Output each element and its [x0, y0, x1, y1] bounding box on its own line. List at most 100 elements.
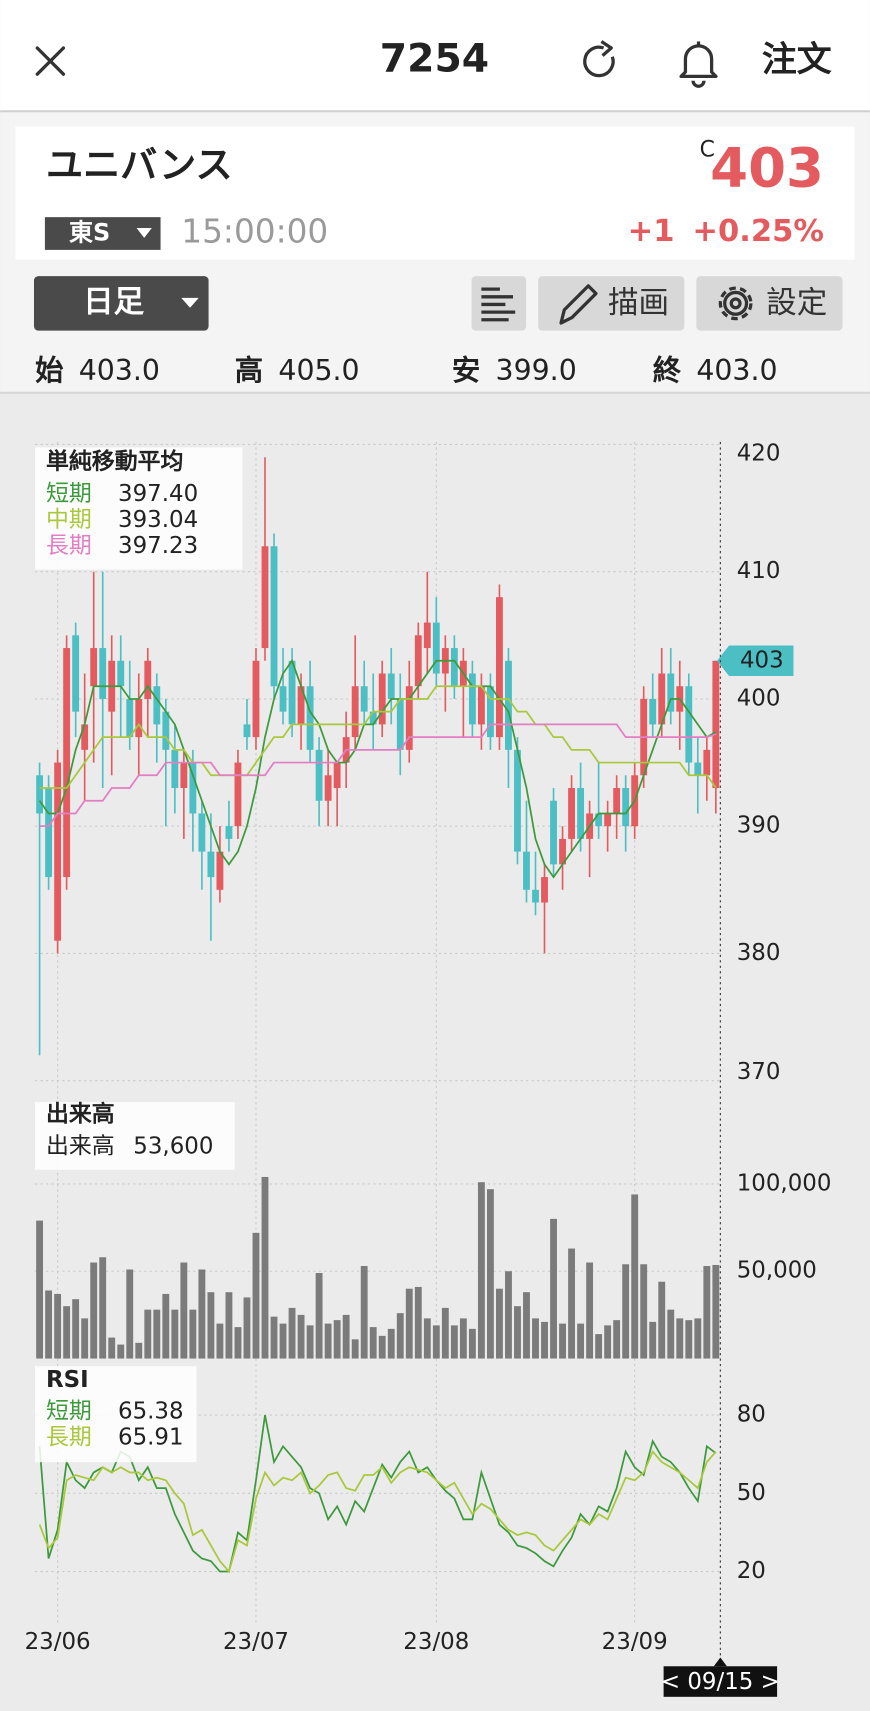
volume-bar — [279, 1323, 287, 1359]
series-line — [38, 1414, 717, 1573]
price-tag-label: 403 — [740, 647, 784, 673]
candle-body — [54, 762, 62, 941]
volume-bar — [72, 1299, 80, 1359]
volume-bar — [360, 1266, 368, 1359]
quote-time: 15:00:00 — [181, 213, 328, 251]
volume-bar — [81, 1318, 89, 1359]
candle-body — [550, 800, 557, 865]
candle-body — [189, 762, 197, 814]
volume-bar — [180, 1262, 188, 1359]
candle-body — [243, 724, 251, 738]
candle-body — [568, 788, 575, 839]
candle-body — [369, 711, 377, 725]
volume-bar — [324, 1323, 332, 1359]
candle-body — [279, 686, 287, 712]
legend-name: 短期 — [46, 1399, 92, 1425]
volume-bar — [396, 1313, 404, 1359]
candle-body — [288, 660, 296, 725]
y-tick-label: 20 — [737, 1558, 766, 1584]
x-tick-label: 23/06 — [25, 1629, 91, 1655]
legend-box — [35, 1102, 235, 1170]
cursor-label: < 09/15 > — [661, 1669, 780, 1695]
x-tick-label: 23/07 — [223, 1629, 289, 1655]
volume-bar — [63, 1306, 71, 1359]
candle-body — [559, 838, 566, 865]
cursor-pointer — [713, 1657, 727, 1667]
volume-bar — [649, 1321, 657, 1359]
volume-bar — [288, 1307, 296, 1359]
volume-bar — [252, 1232, 260, 1359]
candle-body — [622, 788, 630, 827]
order-button[interactable]: 注文 — [762, 40, 832, 80]
candle-body — [234, 762, 242, 827]
x-tick-label: 23/09 — [602, 1629, 668, 1655]
volume-bar — [694, 1318, 702, 1359]
gear-icon — [718, 286, 753, 321]
alert-button[interactable] — [679, 41, 718, 88]
refresh-button[interactable] — [583, 40, 615, 78]
candle-body — [486, 686, 494, 738]
ohlc-value: 403.0 — [696, 354, 777, 387]
volume-bar — [54, 1293, 62, 1359]
volume-bar — [297, 1314, 305, 1359]
candle-body — [712, 660, 720, 789]
y-tick-label: 50 — [737, 1480, 766, 1506]
y-tick-label: 80 — [737, 1402, 766, 1428]
y-tick-label: 50,000 — [737, 1258, 817, 1284]
volume-bar — [198, 1269, 206, 1359]
volume-bar — [189, 1309, 197, 1359]
volume-bar — [586, 1262, 594, 1359]
volume-bar — [450, 1325, 458, 1359]
change-pct: +0.25% — [692, 214, 824, 249]
volume-bar — [45, 1290, 53, 1359]
volume-bar — [658, 1281, 666, 1359]
legend-box — [35, 1366, 197, 1463]
candle-body — [523, 851, 530, 890]
candle-body — [306, 686, 314, 750]
period-button[interactable] — [33, 276, 209, 331]
draw-label: 描画 — [608, 286, 669, 321]
volume-bar — [36, 1220, 44, 1359]
series-line — [38, 658, 717, 879]
charts: 23/06 23/07 23/08 23/09 370 380 390 400 410 420 単純… — [25, 440, 831, 1697]
legend-title: 単純移動平均 — [46, 448, 183, 475]
candle-body — [685, 686, 693, 763]
candle-body — [432, 622, 440, 674]
volume-bar — [550, 1218, 557, 1359]
volume-bar — [423, 1318, 431, 1359]
list-icon — [481, 287, 516, 322]
candle-body — [514, 749, 521, 852]
volume-bar — [315, 1272, 323, 1359]
legend-name: 長期 — [46, 533, 92, 559]
candle-body — [45, 788, 53, 878]
candle-body — [694, 762, 702, 776]
close-button[interactable] — [35, 46, 66, 76]
volume-bar — [99, 1257, 107, 1359]
volume-bar — [270, 1316, 278, 1359]
candle-body — [387, 673, 395, 699]
stock-name: ユニバンス — [46, 143, 233, 186]
x-tick-label: 23/08 — [403, 1629, 469, 1655]
cursor-box[interactable] — [663, 1666, 778, 1697]
volume-bar — [541, 1321, 548, 1359]
legend-value: 393.04 — [118, 507, 198, 533]
candle-body — [577, 788, 585, 839]
volume-bar — [135, 1342, 143, 1359]
candle-body — [171, 749, 179, 789]
candle-body — [324, 775, 332, 801]
y-tick-label: 410 — [737, 558, 781, 584]
series-line — [39, 685, 717, 789]
volume-bar — [712, 1264, 720, 1359]
candle-body — [81, 724, 89, 750]
volume-bar — [468, 1328, 476, 1359]
candle-body — [225, 826, 233, 839]
legend-name: 出来高 — [46, 1133, 115, 1159]
volume-bar — [387, 1328, 395, 1359]
volume-bar — [108, 1337, 116, 1359]
ohlc-value: 399.0 — [496, 354, 577, 387]
candle-body — [595, 813, 603, 827]
volume-bar — [207, 1292, 215, 1359]
volume-bar — [676, 1318, 684, 1359]
y-tick-label: 400 — [737, 685, 781, 711]
volume-bar — [306, 1325, 314, 1359]
